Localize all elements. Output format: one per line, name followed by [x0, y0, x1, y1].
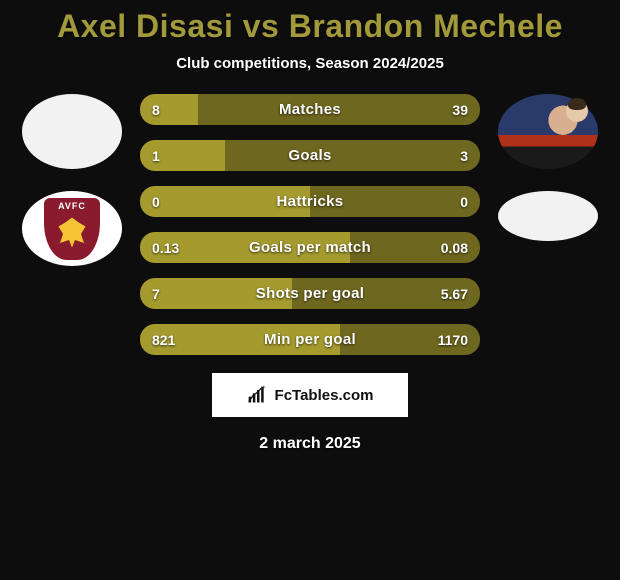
stat-bar: 0Hattricks0	[140, 186, 480, 217]
stat-value-right: 39	[452, 94, 468, 125]
page-title: Axel Disasi vs Brandon Mechele	[0, 8, 620, 45]
stat-label: Hattricks	[140, 186, 480, 217]
comparison-card: Axel Disasi vs Brandon Mechele Club comp…	[0, 0, 620, 453]
stat-label: Goals per match	[140, 232, 480, 263]
source-badge: FcTables.com	[212, 373, 408, 417]
stat-bar: 0.13Goals per match0.08	[140, 232, 480, 263]
source-text: FcTables.com	[275, 387, 374, 404]
stat-bar: 8Matches39	[140, 94, 480, 125]
left-club-logo	[22, 191, 122, 266]
main-row: 8Matches39 1Goals3 0Hattricks0 0.13Goals pe…	[0, 94, 620, 355]
right-player-portrait	[498, 94, 598, 169]
stat-bar: 7Shots per goal5.67	[140, 278, 480, 309]
right-player-column	[498, 94, 598, 241]
stat-label: Goals	[140, 140, 480, 171]
subtitle: Club competitions, Season 2024/2025	[0, 55, 620, 72]
stat-bar: 821Min per goal1170	[140, 324, 480, 355]
date-label: 2 march 2025	[0, 435, 620, 453]
stat-value-right: 5.67	[441, 278, 468, 309]
stat-value-right: 0	[460, 186, 468, 217]
stat-label: Shots per goal	[140, 278, 480, 309]
stat-value-right: 1170	[438, 324, 468, 355]
stat-value-right: 0.08	[441, 232, 468, 263]
left-player-column	[22, 94, 122, 266]
chart-icon	[247, 385, 267, 405]
stat-bars: 8Matches39 1Goals3 0Hattricks0 0.13Goals pe…	[140, 94, 480, 355]
left-player-portrait	[22, 94, 122, 169]
stat-label: Matches	[140, 94, 480, 125]
stat-value-right: 3	[460, 140, 468, 171]
stat-bar: 1Goals3	[140, 140, 480, 171]
stat-label: Min per goal	[140, 324, 480, 355]
right-club-logo	[498, 191, 598, 241]
